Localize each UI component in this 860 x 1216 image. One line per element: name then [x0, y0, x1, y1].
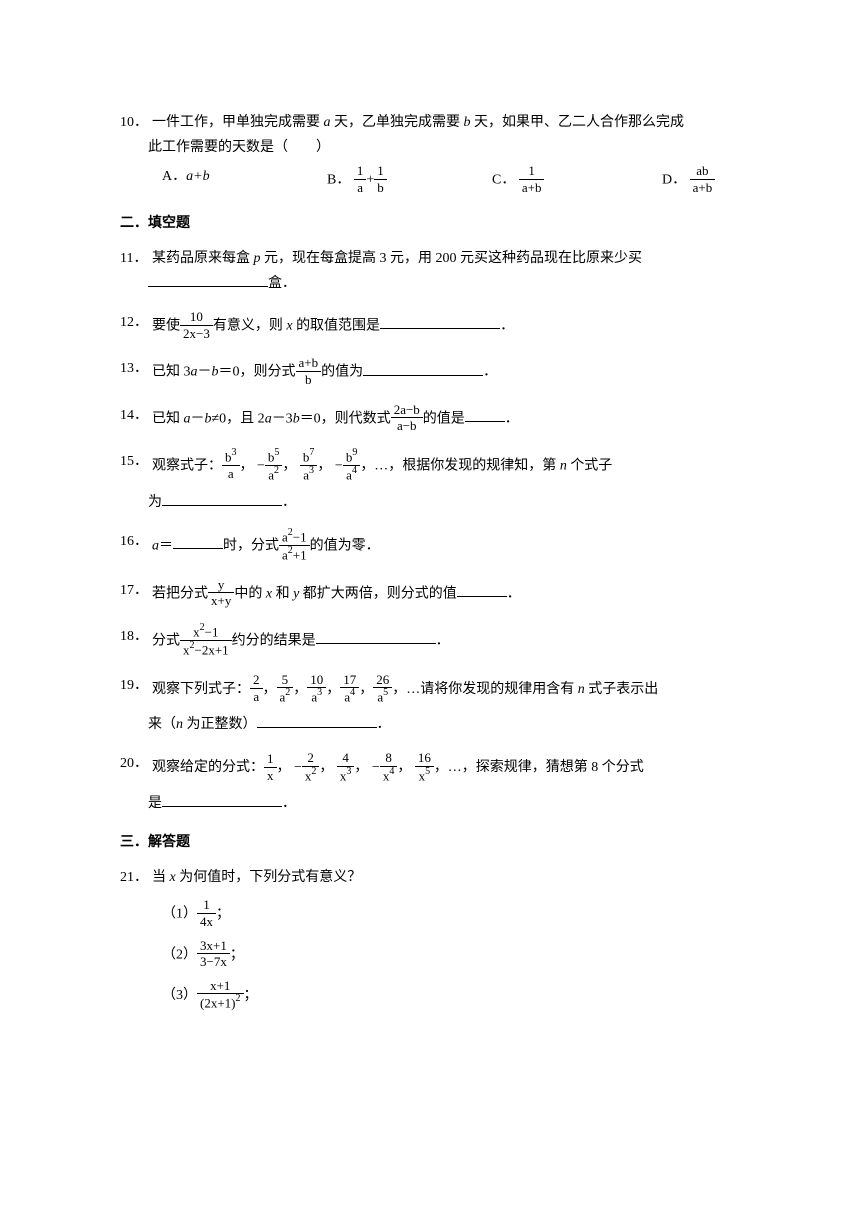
q10-option-d: D． aba+b — [662, 164, 715, 196]
q19-blank — [257, 714, 377, 728]
q18-blank — [316, 630, 436, 644]
question-14: 14． 已知 a－b≠0，且 2a－3b＝0，则代数式2a−ba−b的值是． — [120, 403, 740, 435]
question-13: 13． 已知 3a－b＝0，则分式a+bb的值为． — [120, 356, 740, 388]
q17-blank — [457, 583, 507, 597]
q10-number: 10． — [120, 110, 152, 135]
q21-sub-1: （1）14x； — [162, 898, 740, 930]
question-15: 15． 观察式子：b3a， −b5a2， b7a3， −b9a4，…，根据你发现… — [120, 449, 740, 515]
q16-blank — [173, 535, 223, 549]
q19-stem-line2: 来（n 为正整数）． — [120, 712, 740, 737]
q11-stem-line2: 盒． — [120, 271, 740, 296]
question-18: 18． 分式x2−1x2−2x+1约分的结果是． — [120, 624, 740, 659]
section-3-title: 三．解答题 — [120, 830, 740, 855]
q11-stem: 某药品原来每盒 p 元，现在每盒提高 3 元，用 200 元买这种药品现在比原来… — [152, 246, 740, 271]
q18-stem: 分式x2−1x2−2x+1约分的结果是． — [152, 624, 740, 659]
q10-option-a: A．a+b — [162, 164, 327, 196]
q14-blank — [465, 408, 505, 422]
q20-number: 20． — [120, 751, 152, 785]
question-16: 16． a＝时，分式a2−1a2+1的值为零． — [120, 529, 740, 564]
q20-blank — [162, 793, 282, 807]
question-10: 10． 一件工作，甲单独完成需要 a 天，乙单独完成需要 b 天，如果甲、乙二人… — [120, 110, 740, 197]
q19-stem: 观察下列式子：2a，5a2，10a3，17a4，26a5，…请将你发现的规律用含… — [152, 673, 740, 707]
question-11: 11． 某药品原来每盒 p 元，现在每盒提高 3 元，用 200 元买这种药品现… — [120, 246, 740, 296]
q14-number: 14． — [120, 403, 152, 435]
q20-stem-line2: 是． — [120, 791, 740, 816]
q11-number: 11． — [120, 246, 152, 271]
q12-blank — [380, 315, 500, 329]
question-21: 21． 当 x 为何值时，下列分式有意义？ （1）14x； （2）3x+13−7… — [120, 865, 740, 1012]
q16-stem: a＝时，分式a2−1a2+1的值为零． — [152, 529, 740, 564]
section-2-title: 二．填空题 — [120, 211, 740, 236]
q21-sub-2: （2）3x+13−7x； — [162, 939, 740, 971]
question-12: 12． 要使102x−3有意义，则 x 的取值范围是． — [120, 310, 740, 342]
q17-number: 17． — [120, 578, 152, 610]
q21-sub-items: （1）14x； （2）3x+13−7x； （3）x+1(2x+1)2； — [120, 898, 740, 1012]
question-19: 19． 观察下列式子：2a，5a2，10a3，17a4，26a5，…请将你发现的… — [120, 673, 740, 738]
q20-stem: 观察给定的分式：1x， −2x2， 4x3， −8x4， 16x5，…，探索规律… — [152, 751, 740, 785]
q15-stem-line2: 为． — [120, 490, 740, 515]
q17-stem: 若把分式yx+y中的 x 和 y 都扩大两倍，则分式的值． — [152, 578, 740, 610]
q13-blank — [363, 362, 483, 376]
question-17: 17． 若把分式yx+y中的 x 和 y 都扩大两倍，则分式的值． — [120, 578, 740, 610]
q10-stem-line2: 此工作需要的天数是（ ） — [120, 135, 740, 160]
q21-number: 21． — [120, 865, 152, 890]
q15-number: 15． — [120, 449, 152, 484]
q16-number: 16． — [120, 529, 152, 564]
q21-sub-3: （3）x+1(2x+1)2； — [162, 979, 740, 1013]
q12-stem: 要使102x−3有意义，则 x 的取值范围是． — [152, 310, 740, 342]
q10-options: A．a+b B． 1a+1b C． 1a+b D． aba+b — [120, 164, 740, 196]
question-20: 20． 观察给定的分式：1x， −2x2， 4x3， −8x4， 16x5，…，… — [120, 751, 740, 816]
q11-blank — [148, 273, 268, 287]
q18-number: 18． — [120, 624, 152, 659]
q13-number: 13． — [120, 356, 152, 388]
q15-stem: 观察式子：b3a， −b5a2， b7a3， −b9a4，…，根据你发现的规律知… — [152, 449, 740, 484]
q21-stem: 当 x 为何值时，下列分式有意义？ — [152, 865, 740, 890]
q10-option-c: C． 1a+b — [492, 164, 662, 196]
q10-option-b: B． 1a+1b — [327, 164, 492, 196]
q12-number: 12． — [120, 310, 152, 342]
q19-number: 19． — [120, 673, 152, 707]
q13-stem: 已知 3a－b＝0，则分式a+bb的值为． — [152, 356, 740, 388]
q10-stem: 一件工作，甲单独完成需要 a 天，乙单独完成需要 b 天，如果甲、乙二人合作那么… — [152, 110, 740, 135]
q15-blank — [162, 492, 282, 506]
q14-stem: 已知 a－b≠0，且 2a－3b＝0，则代数式2a−ba−b的值是． — [152, 403, 740, 435]
